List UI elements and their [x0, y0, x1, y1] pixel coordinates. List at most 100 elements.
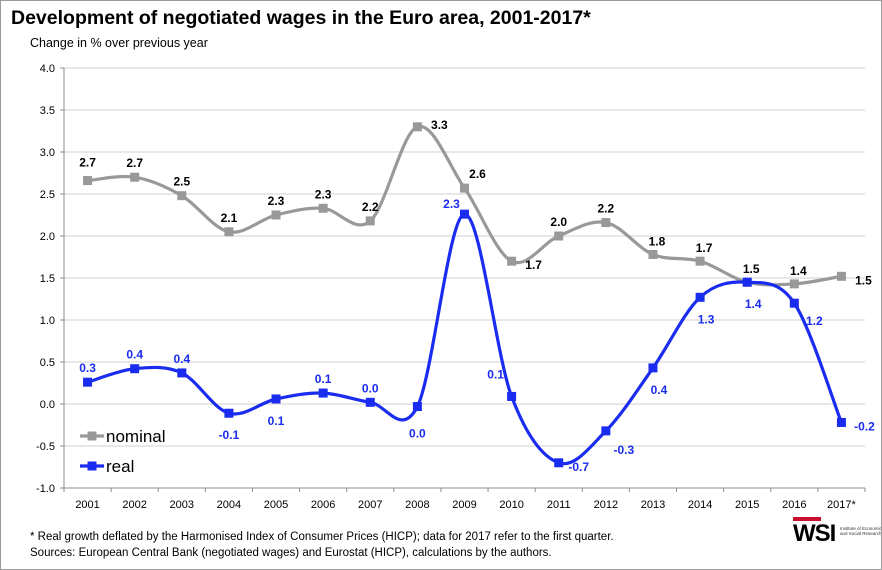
real-marker	[601, 426, 611, 436]
y-tick-label: 4.0	[40, 63, 55, 75]
nominal-data-label: 2.2	[598, 202, 615, 216]
logo-text: WSI	[793, 520, 836, 547]
real-marker	[789, 298, 799, 308]
nominal-data-label: 2.3	[268, 194, 285, 208]
real-marker	[460, 209, 469, 219]
real-data-label: 0.3	[79, 361, 96, 375]
nominal-marker	[601, 218, 611, 228]
nominal-data-label: 1.5	[743, 262, 760, 276]
real-data-label: 0.1	[487, 367, 504, 381]
y-tick-label: 1.0	[40, 315, 55, 327]
x-tick-label: 2006	[311, 499, 335, 511]
real-data-label: -0.2	[854, 419, 875, 433]
real-marker	[648, 363, 658, 373]
nominal-data-label: 1.5	[855, 273, 872, 287]
logo-bar	[793, 517, 821, 521]
real-data-label: 0.4	[651, 383, 668, 397]
nominal-data-label: 2.5	[173, 175, 190, 189]
x-tick-label: 2015	[735, 499, 759, 511]
footnote-deflation: * Real growth deflated by the Harmonised…	[30, 531, 614, 543]
footnote-sources: Sources: European Central Bank (negotiat…	[30, 547, 552, 559]
legend-nominal-marker	[87, 431, 97, 441]
real-data-label: -0.3	[614, 443, 635, 457]
nominal-data-label: 3.3	[431, 118, 448, 132]
x-tick-label: 2004	[217, 499, 241, 511]
nominal-marker	[318, 203, 328, 213]
nominal-data-label: 2.6	[469, 167, 486, 181]
nominal-marker	[789, 279, 799, 289]
nominal-marker	[224, 227, 234, 237]
real-marker	[365, 397, 375, 407]
real-data-label: 0.4	[173, 352, 190, 366]
x-tick-label: 2011	[547, 499, 571, 511]
real-marker	[130, 364, 140, 374]
x-tick-label: 2003	[170, 499, 194, 511]
nominal-marker	[412, 122, 422, 132]
real-data-label: 0.1	[315, 372, 332, 386]
nominal-marker	[695, 256, 705, 266]
logo-subtitle: Institute of Economic and Social Researc…	[840, 526, 882, 536]
real-marker	[271, 394, 281, 404]
real-marker	[695, 292, 705, 302]
real-data-label: 0.0	[409, 427, 426, 441]
real-marker	[742, 277, 752, 287]
real-data-label: 0.0	[362, 381, 379, 395]
nominal-data-label: 2.7	[126, 156, 143, 170]
real-line	[87, 212, 843, 466]
y-tick-label: 0.5	[40, 357, 55, 369]
x-tick-label: 2012	[594, 499, 618, 511]
y-tick-label: 1.5	[40, 273, 55, 285]
real-data-label: 1.3	[698, 312, 715, 326]
nominal-data-label: 1.8	[649, 234, 666, 248]
x-tick-label: 2010	[499, 499, 523, 511]
legend-nominal-label: nominal	[106, 427, 166, 446]
y-tick-label: 0.0	[40, 399, 55, 411]
x-tick-label: 2005	[264, 499, 288, 511]
y-tick-label: -1.0	[36, 483, 55, 495]
real-marker	[507, 391, 517, 401]
real-marker	[836, 417, 846, 427]
nominal-marker	[836, 271, 846, 281]
real-data-label: 1.2	[806, 314, 823, 328]
x-tick-label: 2016	[782, 499, 806, 511]
x-tick-label: 2007	[358, 499, 382, 511]
legend-real-label: real	[106, 457, 134, 476]
nominal-marker	[365, 216, 375, 226]
x-tick-label: 2002	[122, 499, 146, 511]
wsi-logo: WSI Institute of Economic and Social Res…	[793, 517, 881, 567]
nominal-data-label: 2.7	[79, 156, 96, 170]
nominal-marker	[130, 172, 140, 182]
x-tick-label: 2014	[688, 499, 712, 511]
nominal-marker	[507, 256, 517, 266]
legend-real-marker	[87, 461, 97, 471]
y-tick-label: 3.0	[40, 147, 55, 159]
real-marker	[554, 458, 564, 468]
real-data-label: 0.4	[126, 348, 143, 362]
nominal-data-label: 1.4	[790, 264, 807, 278]
real-data-label: -0.7	[568, 460, 589, 474]
nominal-data-label: 2.0	[550, 215, 567, 229]
nominal-marker	[648, 249, 658, 259]
nominal-marker	[460, 183, 469, 193]
y-tick-label: 2.5	[40, 189, 55, 201]
real-marker	[177, 368, 187, 378]
nominal-data-label: 1.7	[696, 241, 713, 255]
chart-title: Development of negotiated wages in the E…	[11, 7, 591, 29]
real-marker	[224, 408, 234, 418]
nominal-marker	[271, 210, 281, 220]
nominal-data-label: 2.1	[221, 211, 238, 225]
x-tick-label: 2001	[75, 499, 99, 511]
real-data-label: 2.3	[443, 197, 460, 211]
real-data-label: -0.1	[219, 428, 240, 442]
nominal-marker	[554, 231, 564, 241]
real-marker	[412, 402, 422, 412]
nominal-data-label: 1.7	[525, 258, 542, 272]
x-tick-label: 2017*	[827, 499, 856, 511]
y-tick-label: 2.0	[40, 231, 55, 243]
y-tick-label: 3.5	[40, 105, 55, 117]
real-marker	[83, 377, 93, 387]
nominal-marker	[177, 191, 187, 201]
real-data-label: 0.1	[268, 414, 285, 428]
x-tick-label: 2013	[641, 499, 665, 511]
